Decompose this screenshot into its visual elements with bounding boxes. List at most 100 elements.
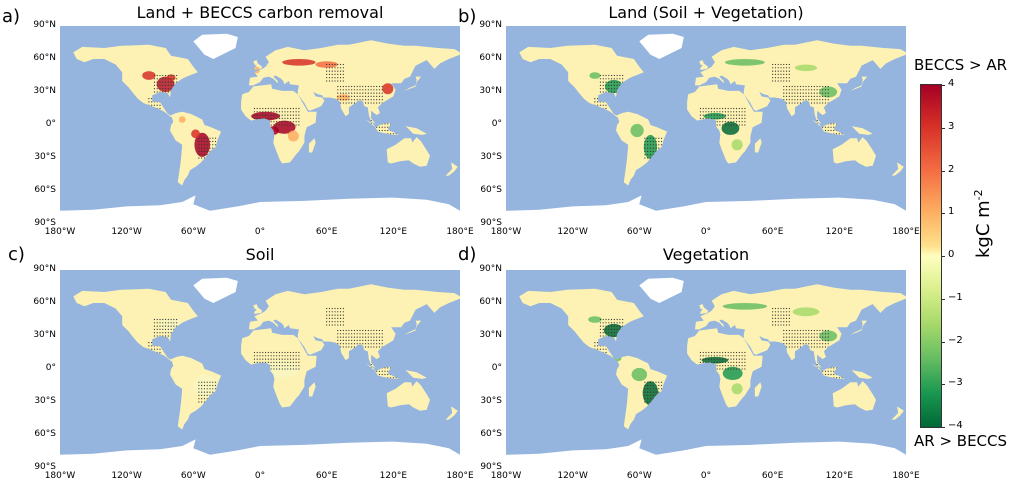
significance-stipple [797,336,799,338]
significance-stipple [153,101,156,103]
significance-stipple [805,343,807,345]
significance-stipple [822,346,824,348]
significance-stipple [337,99,339,101]
significance-stipple [364,329,367,332]
significance-stipple [345,85,347,88]
significance-stipple [844,373,846,376]
lon-tick-label: 180°W [490,227,522,237]
significance-stipple [619,74,621,77]
significance-stipple [824,129,827,132]
significance-stipple [610,318,613,321]
significance-stipple [253,111,256,113]
significance-stipple [359,95,361,97]
significance-stipple [373,367,375,369]
significance-stipple [284,111,286,113]
significance-stipple [214,398,217,400]
significance-stipple [744,111,746,113]
significance-stipple [810,95,813,97]
significance-stipple [733,355,735,357]
significance-stipple [610,322,613,324]
significance-stipple [392,377,394,379]
significance-stipple [339,63,342,66]
significance-stipple [599,88,602,90]
significance-stipple [328,70,331,72]
significance-stipple [270,358,272,360]
significance-stipple [359,102,361,104]
significance-stipple [328,77,331,79]
significance-stipple [705,361,707,363]
significance-stipple [741,124,743,126]
significance-stipple [267,111,269,113]
significance-stipple [647,154,649,156]
significance-stipple [370,329,372,332]
significance-stipple [367,346,369,348]
significance-stipple [788,99,790,101]
significance-stipple [334,80,336,82]
significance-stipple [702,361,704,363]
significance-stipple [264,355,267,357]
significance-stipple [797,339,799,341]
significance-stipple [788,311,790,313]
significance-stipple [816,123,818,125]
significance-stipple [822,373,824,376]
significance-stipple [259,368,261,370]
significance-stipple [616,78,618,80]
significance-stipple [719,368,721,370]
significance-stipple [810,92,813,94]
significance-stipple [364,346,367,348]
significance-stipple [819,126,821,128]
significance-stipple [348,95,350,97]
value-region [251,111,280,121]
significance-stipple [376,343,378,345]
significance-stipple [198,394,200,396]
significance-stipple [167,322,169,324]
significance-stipple [702,121,704,123]
value-region [721,121,740,135]
significance-stipple [722,111,724,113]
significance-stipple [822,133,824,135]
value-region [612,354,622,362]
significance-stipple [824,377,827,379]
significance-stipple [799,333,802,335]
significance-stipple [376,364,378,366]
significance-stipple [203,147,206,149]
significance-stipple [808,89,810,91]
significance-stipple [370,373,372,376]
significance-stipple [730,361,732,363]
significance-stipple [156,325,158,327]
significance-stipple [370,339,372,341]
antarctica-landmass [506,195,906,224]
significance-stipple [342,73,344,75]
significance-stipple [298,114,300,116]
significance-stipple [733,361,735,363]
significance-stipple [359,89,361,91]
significance-stipple [339,329,342,332]
significance-stipple [342,343,344,345]
colorbar-tick-label: 4 [948,78,955,89]
significance-stipple [212,388,214,390]
significance-stipple [270,368,272,370]
significance-stipple [794,336,796,338]
significance-stipple [339,336,342,338]
significance-stipple [783,92,785,94]
significance-stipple [151,104,153,106]
significance-stipple [741,111,743,113]
significance-stipple [398,367,400,369]
significance-stipple [838,126,840,128]
significance-stipple [339,339,342,341]
significance-stipple [256,107,258,110]
significance-stipple [334,307,336,310]
significance-stipple [253,355,256,357]
significance-stipple [827,89,829,91]
significance-stipple [376,377,378,379]
significance-stipple [256,368,258,370]
significance-stipple [777,321,779,323]
significance-stipple [822,336,824,338]
significance-stipple [810,339,813,341]
lat-tick-label: 60°N [33,297,56,307]
significance-stipple [198,391,200,393]
significance-stipple [780,321,782,323]
significance-stipple [716,358,718,360]
significance-stipple [708,114,710,116]
significance-stipple [370,333,372,335]
